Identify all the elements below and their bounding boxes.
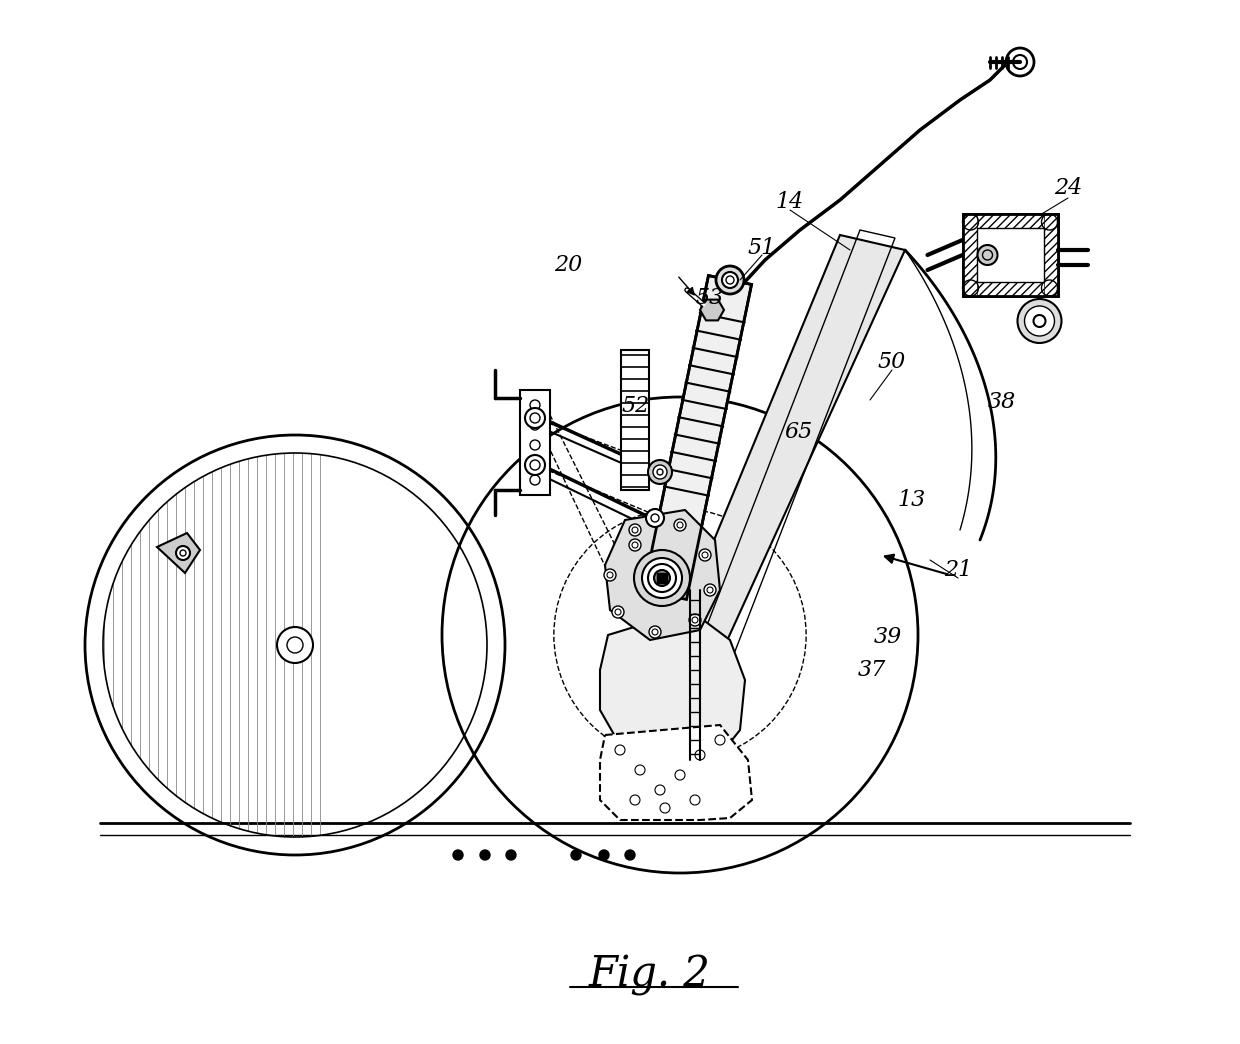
Polygon shape	[520, 390, 551, 495]
Circle shape	[722, 272, 738, 288]
Circle shape	[625, 850, 635, 860]
Polygon shape	[621, 350, 649, 490]
Circle shape	[675, 519, 686, 531]
Text: 38: 38	[988, 392, 1016, 413]
Bar	[1044, 214, 1058, 296]
Circle shape	[653, 465, 667, 479]
Bar	[977, 228, 1044, 282]
Circle shape	[653, 570, 670, 586]
Bar	[657, 573, 667, 583]
Polygon shape	[605, 511, 720, 640]
Text: 39: 39	[874, 626, 903, 648]
Text: 52: 52	[622, 395, 650, 417]
Circle shape	[525, 455, 546, 475]
Circle shape	[629, 539, 641, 551]
Circle shape	[176, 546, 190, 560]
Circle shape	[977, 245, 997, 265]
Text: 14: 14	[776, 191, 804, 213]
Circle shape	[506, 850, 516, 860]
Circle shape	[629, 524, 641, 536]
Bar	[962, 214, 977, 296]
Bar	[962, 214, 1058, 296]
Polygon shape	[157, 533, 200, 573]
Circle shape	[649, 460, 672, 484]
Bar	[962, 282, 1058, 296]
Circle shape	[634, 550, 689, 606]
Polygon shape	[600, 610, 745, 760]
Circle shape	[715, 266, 744, 294]
Polygon shape	[647, 593, 675, 635]
Circle shape	[599, 850, 609, 860]
Circle shape	[642, 557, 682, 598]
Text: 53: 53	[696, 287, 724, 309]
Circle shape	[604, 569, 616, 582]
Bar	[962, 214, 1058, 296]
Circle shape	[277, 627, 312, 663]
Circle shape	[651, 461, 670, 479]
Text: 21: 21	[944, 559, 972, 582]
Circle shape	[649, 626, 661, 638]
Circle shape	[646, 509, 663, 527]
Circle shape	[525, 408, 546, 428]
Circle shape	[613, 606, 624, 618]
Text: Fig. 2: Fig. 2	[589, 954, 711, 996]
Circle shape	[480, 850, 490, 860]
Text: 65: 65	[784, 421, 812, 443]
Circle shape	[689, 614, 701, 626]
Text: 51: 51	[748, 237, 776, 259]
Circle shape	[570, 850, 582, 860]
Circle shape	[453, 850, 463, 860]
Text: 37: 37	[858, 659, 887, 681]
Text: 13: 13	[898, 489, 926, 511]
Text: 50: 50	[878, 351, 906, 373]
Polygon shape	[644, 276, 751, 599]
Polygon shape	[650, 235, 905, 699]
Text: 24: 24	[1054, 177, 1083, 199]
Circle shape	[1024, 306, 1054, 336]
Polygon shape	[600, 725, 751, 820]
Circle shape	[704, 584, 715, 596]
Polygon shape	[701, 300, 724, 321]
Text: 20: 20	[554, 254, 582, 276]
Circle shape	[699, 549, 711, 561]
Circle shape	[1018, 299, 1061, 343]
Bar	[962, 214, 1058, 228]
Circle shape	[1006, 48, 1034, 76]
